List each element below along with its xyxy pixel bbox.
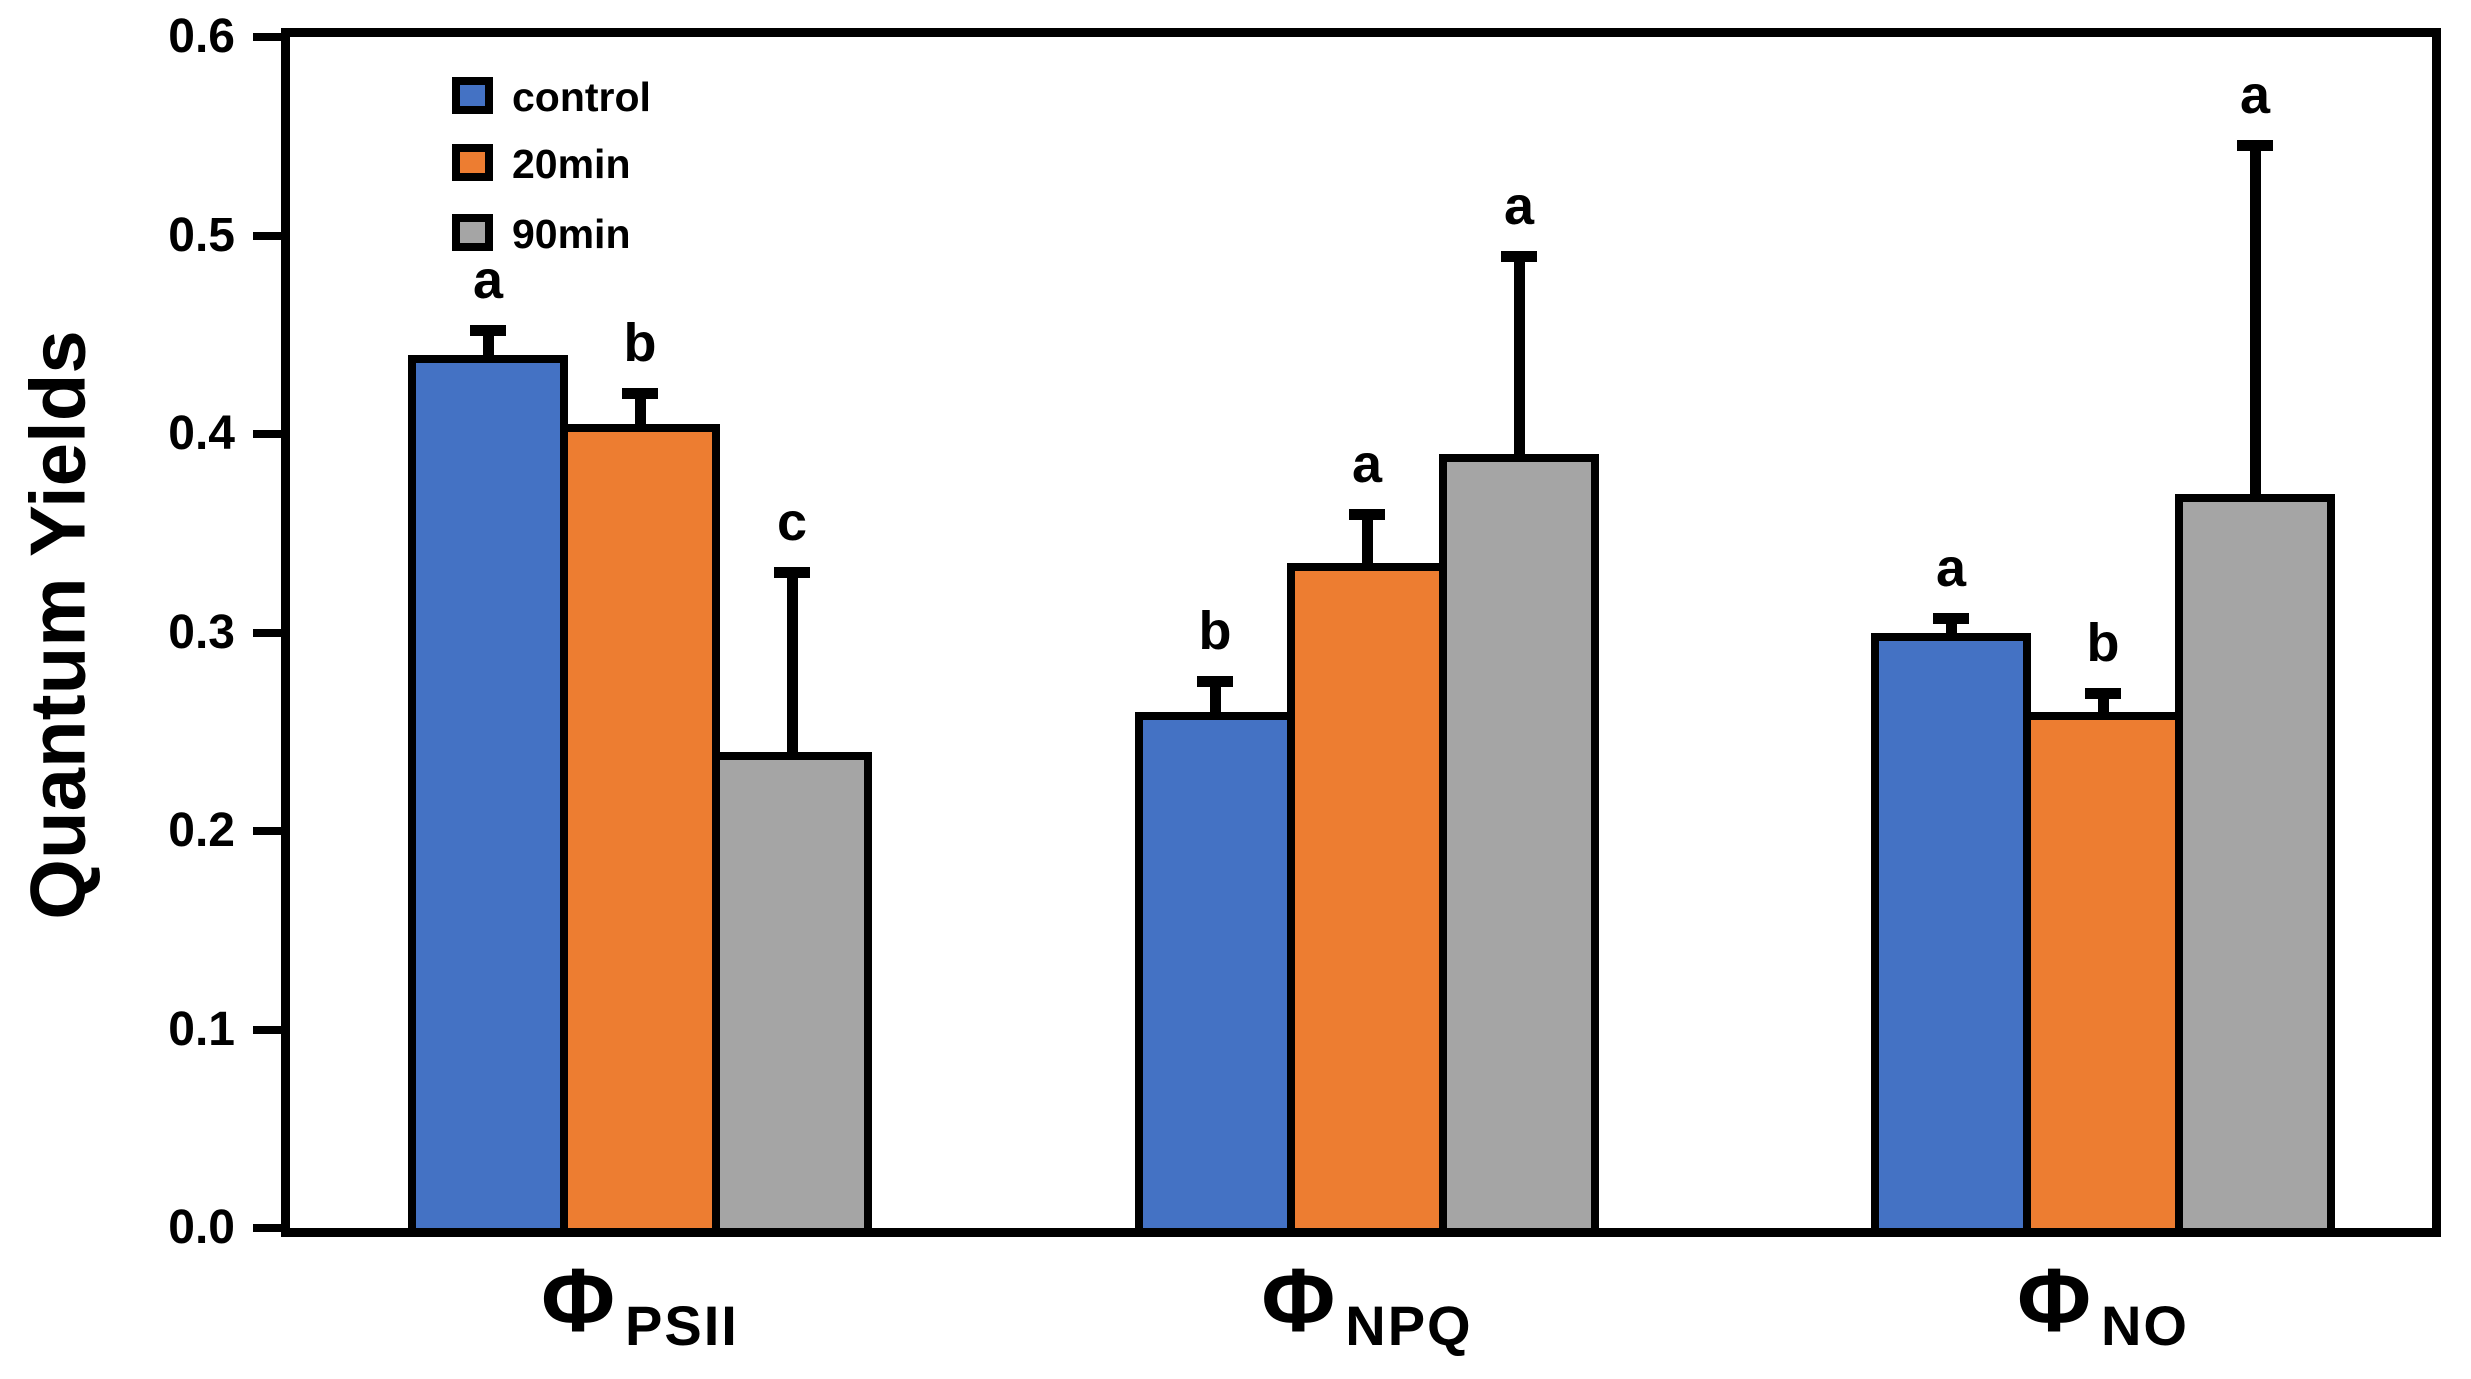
y-tick-label-0.0: 0.0	[168, 1201, 235, 1254]
error-bar-20min-NPQ	[1361, 509, 1373, 572]
sig-letter-90min-NO: a	[2239, 65, 2271, 126]
y-tick-label-0.1: 0.1	[168, 1002, 235, 1056]
legend-label-90min: 90min	[512, 211, 631, 257]
bar-20min-PSII	[560, 424, 720, 1228]
bar-20min-NPQ	[1287, 563, 1447, 1228]
error-bar-control-NO	[1945, 612, 1957, 641]
error-cap-control-NPQ	[1197, 676, 1233, 688]
y-tick-mark-0.1	[253, 1025, 281, 1034]
phi-symbol: Φ	[541, 1251, 616, 1351]
bar-control-NO	[1871, 632, 2031, 1228]
y-tick-mark-0.2	[253, 827, 281, 835]
y-tick-label-0.2: 0.2	[168, 804, 235, 857]
legend-swatch-control	[452, 77, 493, 114]
phi-subscript: NPQ	[1345, 1294, 1473, 1357]
error-cap-20min-NO	[2085, 688, 2121, 700]
legend-label-control: control	[512, 74, 651, 120]
phi-symbol: Φ	[1261, 1251, 1336, 1351]
error-cap-control-NO	[1933, 612, 1969, 624]
error-cap-90min-NO	[2237, 140, 2273, 152]
bar-90min-PSII	[712, 751, 872, 1228]
error-cap-90min-PSII	[774, 566, 810, 578]
x-label-NO: Φ NO	[1883, 1250, 2323, 1357]
error-bar-20min-NO	[2097, 688, 2109, 720]
bar-90min-NO	[2175, 493, 2335, 1228]
phi-subscript: NO	[2100, 1294, 2189, 1357]
legend-label-20min: 20min	[512, 141, 631, 187]
sig-letter-20min-NPQ: a	[1351, 434, 1383, 495]
error-cap-20min-PSII	[622, 388, 658, 400]
y-tick-label-0.4: 0.4	[168, 407, 235, 460]
error-cap-20min-NPQ	[1349, 509, 1385, 521]
legend-swatch-20min	[452, 144, 493, 181]
y-tick-mark-0.3	[253, 628, 281, 637]
bar-90min-NPQ	[1439, 453, 1599, 1228]
x-label-NPQ: Φ NPQ	[1147, 1250, 1587, 1357]
y-tick-mark-0.6	[253, 33, 281, 41]
bar-control-NPQ	[1135, 711, 1295, 1228]
error-bar-90min-PSII	[786, 566, 798, 760]
y-tick-label-0.5: 0.5	[168, 208, 235, 262]
x-label-PSII: Φ PSII	[420, 1250, 860, 1357]
plot-area: control 20min 90min 0.0 0.1 0.2 0.3 0.4 0.5 0.6 a…	[168, 11, 2441, 1357]
sig-letter-control-PSII: a	[472, 249, 504, 310]
y-tick-mark-0.0	[253, 1224, 281, 1232]
error-bar-control-PSII	[482, 324, 494, 363]
sig-letter-20min-PSII: b	[623, 313, 657, 374]
legend-swatch-90min	[452, 214, 493, 251]
sig-letter-20min-NO: b	[2086, 613, 2120, 674]
y-tick-mark-0.5	[253, 231, 281, 240]
y-tick-label-0.6: 0.6	[168, 10, 235, 63]
error-bar-90min-NO	[2249, 140, 2261, 502]
error-bar-20min-PSII	[634, 388, 646, 433]
error-bar-90min-NPQ	[1513, 251, 1525, 462]
y-tick-mark-0.4	[253, 430, 281, 438]
sig-letter-90min-NPQ: a	[1503, 176, 1535, 237]
bar-control-PSII	[408, 354, 568, 1228]
y-axis-title: Quantum Yields	[13, 330, 102, 920]
error-cap-90min-NPQ	[1501, 251, 1537, 263]
phi-symbol: Φ	[2017, 1251, 2091, 1351]
phi-subscript: PSII	[625, 1294, 739, 1357]
error-bar-control-NPQ	[1209, 676, 1221, 720]
error-cap-control-PSII	[470, 324, 506, 336]
y-tick-label-0.3: 0.3	[168, 605, 235, 659]
bar-20min-NO	[2023, 711, 2183, 1228]
sig-letter-90min-PSII: c	[776, 491, 808, 552]
sig-letter-control-NPQ: b	[1198, 601, 1232, 662]
sig-letter-control-NO: a	[1935, 537, 1967, 598]
